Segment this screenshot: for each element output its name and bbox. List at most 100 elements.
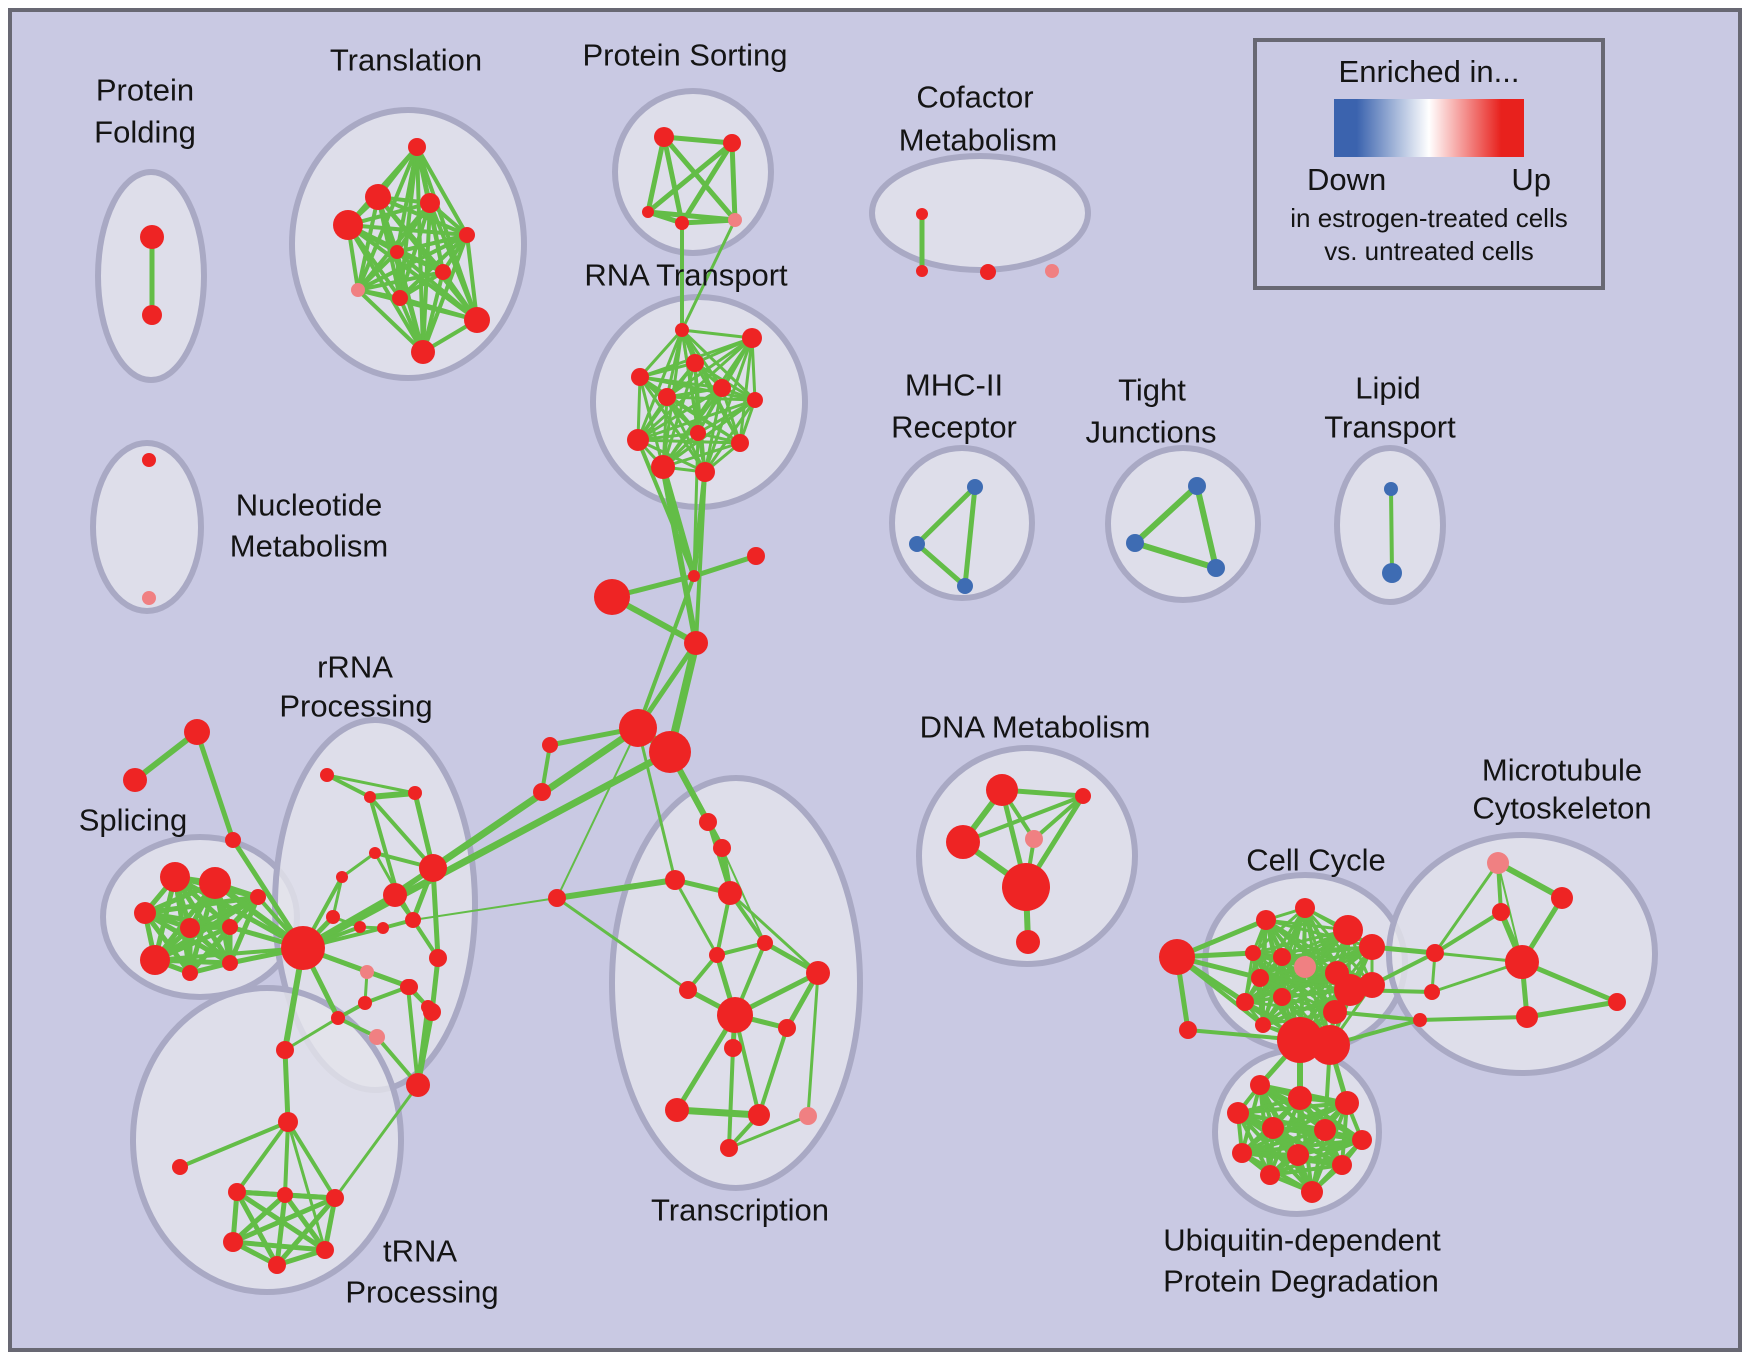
gene-set-node-45 bbox=[909, 536, 925, 552]
overlap-edge bbox=[694, 470, 707, 645]
gene-set-node-32 bbox=[594, 579, 630, 615]
gene-set-node-157 bbox=[1608, 993, 1626, 1011]
overlap-edge bbox=[356, 233, 469, 292]
gene-set-node-38 bbox=[548, 889, 566, 907]
legend-up-label: Up bbox=[1511, 162, 1551, 197]
cluster-label-protein-folding-0: Protein bbox=[96, 73, 194, 108]
gene-set-node-115 bbox=[1025, 830, 1043, 848]
overlap-edge bbox=[727, 1114, 810, 1150]
gene-set-node-76 bbox=[377, 922, 389, 934]
gene-set-node-12 bbox=[411, 340, 435, 364]
gene-set-node-41 bbox=[916, 265, 928, 277]
overlap-edge bbox=[680, 328, 754, 340]
gene-set-node-17 bbox=[728, 213, 742, 227]
gene-set-node-31 bbox=[747, 547, 765, 565]
labels-layer: Protein Folding Translation Protein Sorting… bbox=[79, 38, 1652, 1310]
overlap-edge bbox=[235, 1120, 290, 1194]
gene-set-node-57 bbox=[160, 862, 190, 892]
overlap-edge bbox=[661, 134, 685, 226]
gene-set-node-34 bbox=[619, 709, 657, 747]
gene-set-node-79 bbox=[360, 965, 374, 979]
overlap-edge bbox=[194, 729, 236, 843]
gene-set-node-30 bbox=[688, 570, 700, 582]
overlap-edge bbox=[680, 218, 737, 332]
overlap-edge bbox=[398, 296, 479, 322]
overlap-edge bbox=[412, 897, 558, 921]
overlap-edge bbox=[1132, 483, 1200, 546]
overlap-edge bbox=[750, 336, 757, 402]
legend-title: Enriched in... bbox=[1338, 54, 1520, 89]
gene-set-node-20 bbox=[686, 354, 704, 372]
overlap-edge bbox=[636, 438, 707, 474]
gene-set-node-27 bbox=[731, 434, 749, 452]
overlap-edge bbox=[356, 270, 445, 292]
overlap-edge bbox=[721, 847, 766, 944]
gene-set-node-110 bbox=[799, 1107, 817, 1125]
gene-set-node-121 bbox=[1245, 945, 1261, 961]
cluster-label-protein-sorting-0: Protein Sorting bbox=[582, 38, 787, 73]
cluster-label-rrna-processing-0: rRNA bbox=[317, 650, 393, 685]
gene-set-node-39 bbox=[665, 870, 685, 890]
cluster-label-dna-metabolism-0: DNA Metabolism bbox=[920, 710, 1151, 745]
gene-set-node-66 bbox=[281, 926, 325, 970]
gene-set-node-111 bbox=[720, 1139, 738, 1157]
gene-set-node-140 bbox=[1250, 1075, 1270, 1095]
cluster-ellipse-nucleotide-metabolism bbox=[90, 440, 204, 614]
overlap-edge bbox=[1132, 540, 1219, 571]
overlap-edge bbox=[636, 574, 696, 730]
gene-set-node-6 bbox=[459, 227, 475, 243]
overlap-edge bbox=[282, 1192, 328, 1253]
gene-set-node-84 bbox=[331, 1011, 345, 1025]
gene-set-node-22 bbox=[658, 388, 676, 406]
gene-set-node-138 bbox=[1424, 984, 1440, 1000]
gene-set-node-24 bbox=[747, 392, 763, 408]
overlap-edge bbox=[715, 941, 767, 957]
overlap-edge bbox=[638, 328, 684, 379]
overlap-edge bbox=[395, 250, 445, 274]
overlap-edge bbox=[706, 820, 732, 895]
overlap-edge bbox=[1268, 1163, 1344, 1177]
overlap-edge bbox=[340, 851, 377, 879]
overlap-edge bbox=[1236, 1101, 1349, 1115]
cluster-label-ubiquitin-degradation-0: Ubiquitin-dependent bbox=[1163, 1223, 1441, 1258]
overlap-edge bbox=[230, 1195, 338, 1245]
overlap-edge bbox=[398, 270, 445, 300]
gene-set-node-106 bbox=[778, 1019, 796, 1037]
overlap-edge bbox=[421, 270, 445, 354]
gene-set-node-0 bbox=[140, 225, 164, 249]
overlap-edge bbox=[395, 250, 479, 322]
gene-set-node-25 bbox=[627, 429, 649, 451]
overlap-edge bbox=[645, 134, 667, 215]
overlap-edge bbox=[230, 1192, 288, 1245]
gene-set-node-144 bbox=[1262, 1117, 1284, 1139]
cluster-label-rrna-processing-1: Processing bbox=[279, 689, 432, 724]
gene-set-node-148 bbox=[1287, 1144, 1309, 1166]
gene-set-node-18 bbox=[675, 323, 689, 337]
gene-set-node-96 bbox=[316, 1241, 334, 1259]
gene-set-node-56 bbox=[225, 832, 241, 848]
overlap-edge bbox=[638, 361, 697, 379]
overlap-edge bbox=[806, 971, 820, 1118]
gene-set-node-88 bbox=[369, 1029, 385, 1045]
gene-set-node-146 bbox=[1352, 1130, 1372, 1150]
legend-subline-2: vs. untreated cells bbox=[1324, 236, 1534, 266]
overlap-edge bbox=[679, 140, 735, 226]
overlap-edge bbox=[283, 1120, 290, 1197]
cluster-label-splicing-0: Splicing bbox=[79, 803, 188, 838]
gene-set-node-119 bbox=[1256, 910, 1276, 930]
gene-set-node-107 bbox=[724, 1039, 742, 1057]
gene-set-node-85 bbox=[358, 996, 372, 1010]
overlap-edge bbox=[368, 795, 399, 894]
overlap-edge bbox=[660, 464, 699, 646]
overlap-edge bbox=[661, 134, 738, 223]
gene-set-node-104 bbox=[806, 961, 830, 985]
gene-set-node-63 bbox=[182, 965, 198, 981]
gene-set-node-5 bbox=[420, 193, 440, 213]
overlap-edge bbox=[661, 134, 735, 146]
gene-set-node-89 bbox=[276, 1041, 294, 1059]
cluster-label-protein-folding-1: Folding bbox=[94, 115, 196, 150]
gene-set-node-69 bbox=[408, 786, 422, 800]
overlap-edge bbox=[1418, 1015, 1529, 1022]
overlap-edge bbox=[132, 729, 200, 783]
